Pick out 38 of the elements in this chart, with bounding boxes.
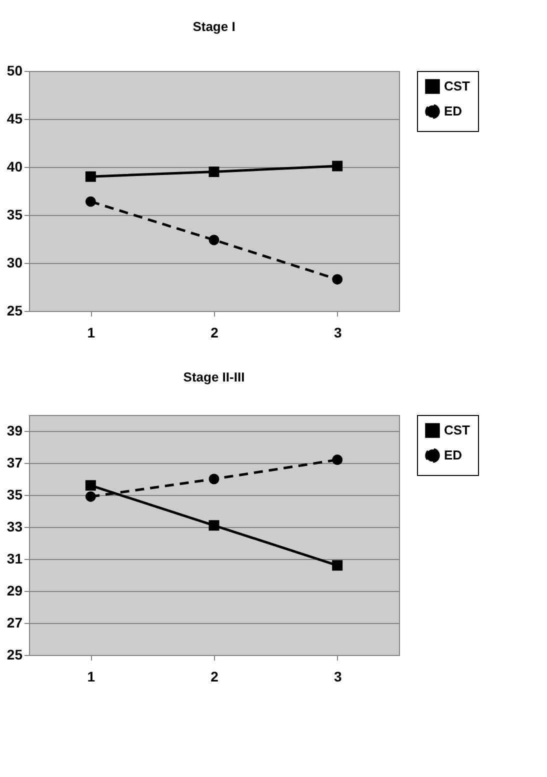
y-tick-label: 27 bbox=[6, 614, 23, 630]
legend-label: CST bbox=[444, 78, 470, 94]
chart-title: Stage I bbox=[192, 19, 236, 34]
point bbox=[208, 234, 220, 246]
x-tick-label: 2 bbox=[210, 668, 219, 684]
point bbox=[332, 160, 343, 172]
chart-title: Stage II-III bbox=[183, 370, 245, 384]
point bbox=[85, 491, 96, 502]
y-tick-label: 33 bbox=[6, 518, 23, 534]
point bbox=[85, 196, 96, 207]
y-tick-label: 25 bbox=[6, 302, 23, 318]
y-tick-label: 35 bbox=[6, 206, 23, 222]
x-tick-label: 3 bbox=[334, 324, 342, 340]
legend-label: ED bbox=[444, 104, 462, 118]
point bbox=[332, 274, 343, 285]
point bbox=[332, 560, 343, 571]
legend-label: CST bbox=[444, 422, 470, 438]
y-tick-label: 31 bbox=[6, 550, 23, 566]
y-tick-label: 37 bbox=[6, 454, 23, 470]
point bbox=[85, 171, 96, 182]
point bbox=[208, 520, 220, 531]
point bbox=[208, 474, 220, 484]
x-tick-label: 1 bbox=[87, 668, 96, 684]
y-tick-label: 45 bbox=[6, 110, 23, 126]
y-tick-label: 39 bbox=[6, 422, 23, 438]
y-tick-label: 40 bbox=[6, 158, 23, 174]
y-tick-label: 29 bbox=[6, 582, 23, 598]
y-tick-label: 50 bbox=[6, 62, 23, 78]
point bbox=[85, 480, 96, 491]
y-tick-label: 30 bbox=[6, 254, 23, 270]
x-tick-label: 1 bbox=[87, 324, 96, 340]
legend-label: ED bbox=[444, 448, 462, 462]
y-tick-label: 25 bbox=[6, 646, 23, 662]
x-tick-label: 2 bbox=[210, 324, 219, 340]
point bbox=[332, 454, 343, 466]
y-tick-label: 35 bbox=[6, 486, 23, 502]
point bbox=[208, 166, 220, 178]
x-tick-label: 3 bbox=[334, 668, 342, 684]
